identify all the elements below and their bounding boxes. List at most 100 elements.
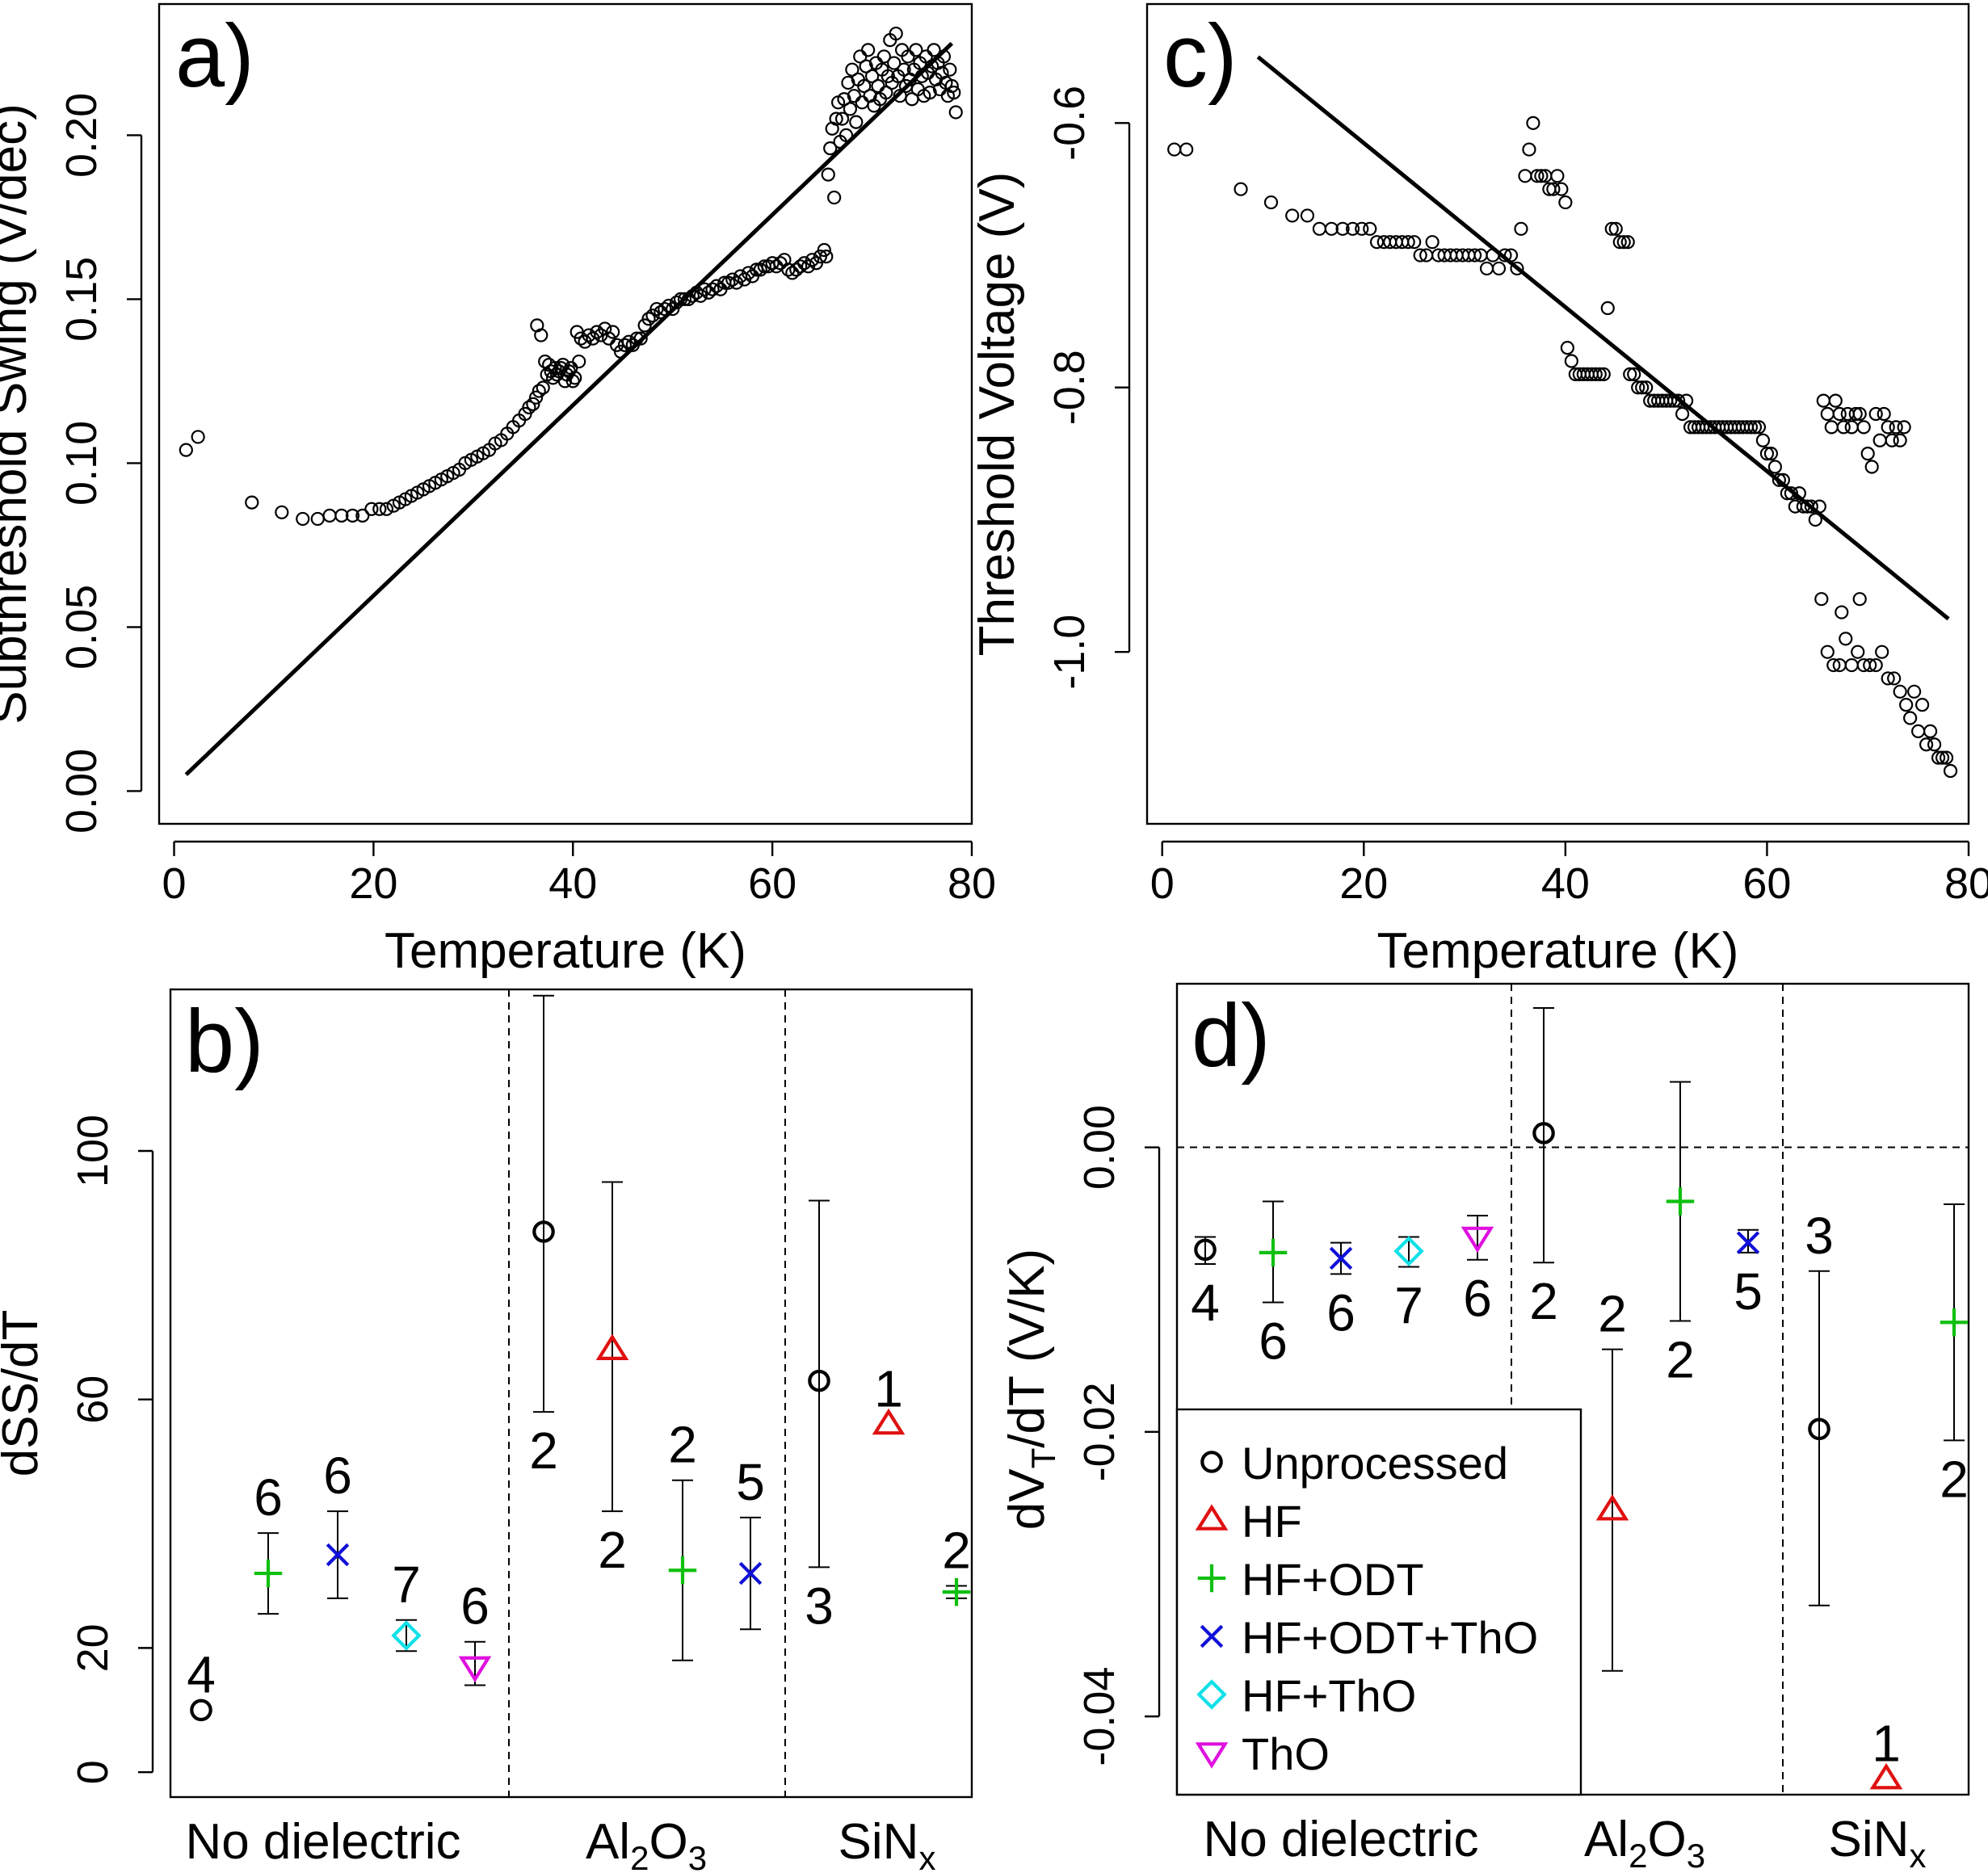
- point-marker: [326, 1543, 350, 1567]
- data-point: [1558, 195, 1573, 210]
- x-tick-label: 40: [1541, 859, 1590, 908]
- data-point: [819, 250, 834, 264]
- y-label-part: /dT (V/K): [999, 1249, 1055, 1448]
- data-point: [606, 325, 620, 339]
- data-point: [897, 62, 911, 77]
- data-point: [296, 511, 310, 527]
- data-point: [1824, 420, 1839, 435]
- data-point: [1889, 420, 1903, 435]
- data-point: [1796, 499, 1810, 514]
- legend-label: ThO: [1242, 1728, 1330, 1779]
- y-label-part: dV: [999, 1468, 1055, 1530]
- data-point: [572, 354, 586, 369]
- data-point: [1355, 221, 1369, 236]
- data-point: [1234, 182, 1248, 196]
- legend-marker: [1195, 1742, 1229, 1769]
- sample-count: 6: [323, 1447, 352, 1505]
- data-point: [1550, 169, 1565, 183]
- group-label-part: SiN: [1829, 1812, 1910, 1867]
- data-point: [1826, 657, 1841, 673]
- point-marker: [190, 1699, 212, 1722]
- data-point: [1863, 657, 1877, 673]
- data-point: [1425, 235, 1440, 250]
- data-point: [633, 331, 648, 346]
- group-label: SiNx: [838, 1814, 936, 1873]
- sample-count: 2: [942, 1521, 971, 1579]
- y-tick-label: 20: [69, 1623, 117, 1672]
- data-point: [1844, 657, 1859, 673]
- sample-count: 2: [1529, 1272, 1558, 1330]
- sample-count: 2: [598, 1521, 627, 1579]
- y-tick-label: -0.8: [1045, 350, 1094, 425]
- data-point: [1627, 367, 1641, 381]
- sample-count: 6: [1463, 1270, 1492, 1328]
- group-label-part: O: [1647, 1812, 1686, 1867]
- data-point: [379, 502, 394, 516]
- data-point: [927, 43, 941, 57]
- data-point: [621, 334, 636, 349]
- data-point: [1927, 737, 1942, 752]
- data-point: [1522, 142, 1536, 157]
- data-point: [685, 288, 700, 303]
- sample-count: 5: [736, 1453, 765, 1511]
- data-point: [1877, 406, 1891, 422]
- panel-label: d): [1192, 986, 1271, 1086]
- data-point: [334, 508, 349, 523]
- data-point: [1792, 486, 1806, 501]
- point-marker: [1736, 1231, 1760, 1254]
- data-point: [1554, 182, 1569, 196]
- data-point: [1844, 420, 1859, 435]
- x-tick-label: 0: [162, 859, 186, 908]
- data-point: [1808, 512, 1822, 527]
- fit-line: [184, 41, 954, 776]
- data-point: [629, 331, 644, 346]
- data-point: [1675, 406, 1690, 422]
- group-label: Al2O3: [586, 1814, 707, 1873]
- data-point: [364, 502, 379, 516]
- legend-label: Unprocessed: [1242, 1438, 1508, 1489]
- sample-count: 2: [1598, 1285, 1627, 1343]
- data-point: [1839, 632, 1853, 646]
- data-point: [1743, 420, 1759, 435]
- sample-count: 6: [254, 1468, 283, 1527]
- data-point: [1832, 406, 1847, 422]
- y-axis: -0.6 -0.8 -1.0 Threshold Voltage (V): [969, 86, 1131, 690]
- plot-frame: [169, 988, 973, 1799]
- point-marker: [458, 1656, 492, 1683]
- data-point: [658, 301, 672, 317]
- data-point: [1816, 393, 1830, 408]
- y-tick-label: -0.02: [1075, 1382, 1124, 1481]
- data-point: [1772, 472, 1787, 487]
- data-point: [322, 508, 337, 523]
- data-point: [1604, 221, 1619, 236]
- point-marker: [872, 1408, 906, 1435]
- data-point: [1167, 142, 1182, 157]
- data-point: [1285, 208, 1300, 223]
- data-point: [797, 256, 812, 271]
- x-tick-label: 40: [548, 859, 597, 908]
- y-axis-label: dVT/dT (V/K): [999, 1249, 1062, 1530]
- data-point: [1784, 486, 1798, 501]
- panel-c: 0 20 40 60 80 Temperature (K) -0.6 -0.8 -1.0 Thre…: [969, 2, 1988, 979]
- data-point: [1179, 142, 1194, 157]
- sample-count: 7: [1394, 1277, 1423, 1335]
- legend: Unprocessed HF HF+ODT HF+ODT+ThO HF+ThO ThO: [1175, 1408, 1582, 1796]
- legend-label: HF+ODT+ThO: [1242, 1612, 1538, 1663]
- data-point: [1413, 248, 1427, 262]
- data-point: [1612, 235, 1627, 250]
- panel-label: b): [185, 992, 264, 1091]
- data-point: [1755, 433, 1771, 447]
- group-label: No dielectric: [1203, 1812, 1478, 1867]
- legend-marker: [1200, 1624, 1224, 1648]
- legend-item: HF: [1195, 1496, 1302, 1547]
- data-point: [947, 86, 961, 100]
- point-marker: [1461, 1226, 1494, 1254]
- data-point: [1503, 248, 1519, 262]
- data-point: [936, 49, 952, 64]
- sample-count: 7: [392, 1556, 421, 1614]
- x-axis-label: Temperature (K): [385, 923, 746, 979]
- data-point: [855, 95, 869, 110]
- panel-label: a): [175, 6, 254, 106]
- sample-count: 4: [187, 1645, 216, 1703]
